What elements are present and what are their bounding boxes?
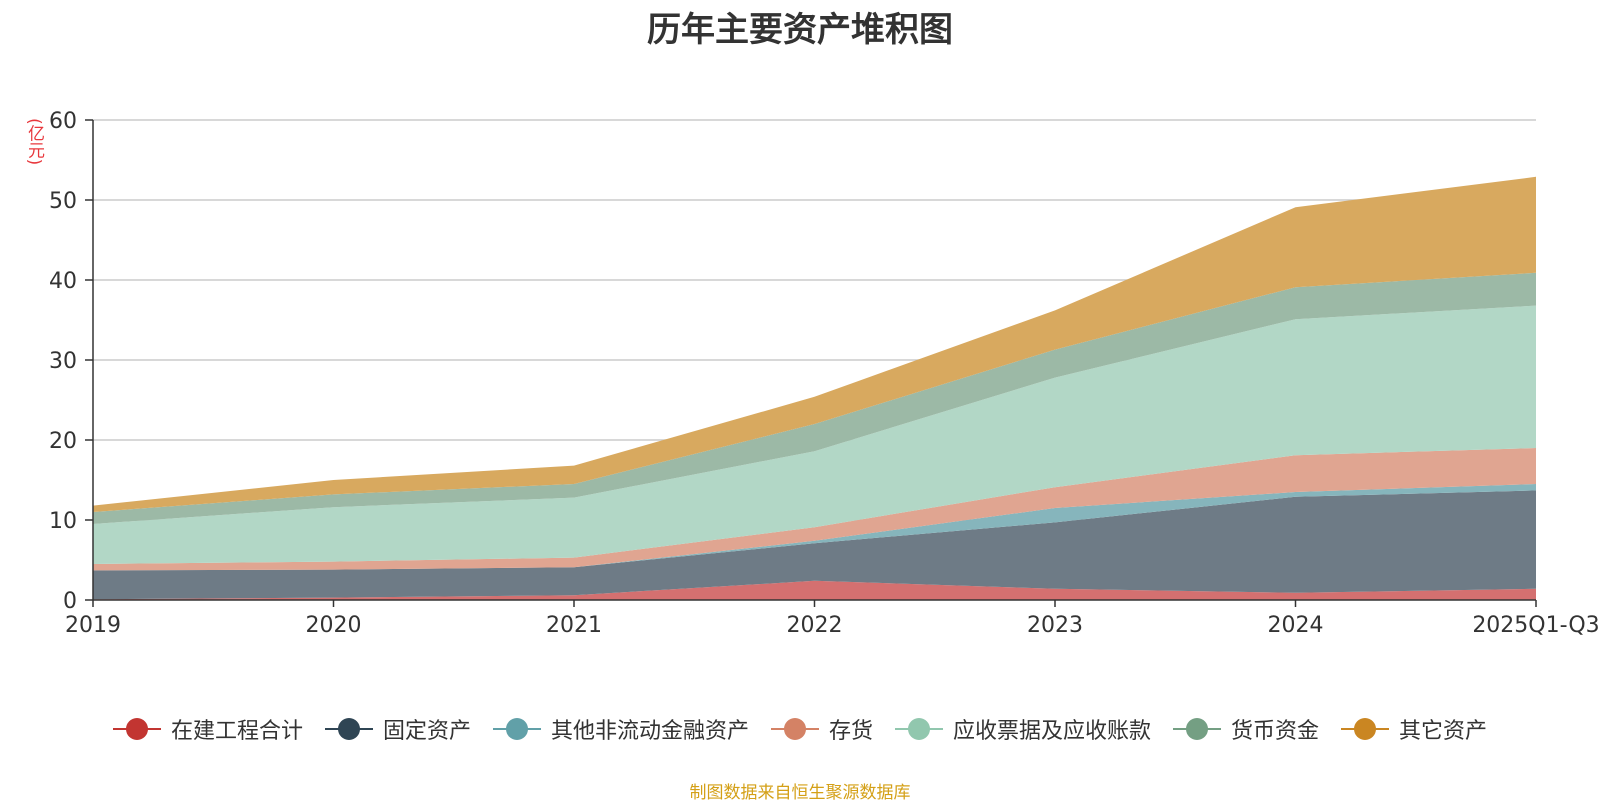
- x-tick-label: 2025Q1-Q3: [1472, 613, 1599, 638]
- legend-item-2[interactable]: 其他非流动金融资产: [492, 713, 749, 745]
- area-series-0: [93, 580, 1536, 600]
- area-series-1: [93, 490, 1536, 600]
- legend-label: 固定资产: [382, 719, 471, 744]
- legend-item-0[interactable]: 在建工程合计: [112, 713, 303, 745]
- data-source-note: 制图数据来自恒生聚源数据库: [689, 783, 911, 803]
- legend-item-5[interactable]: 货币资金: [1173, 713, 1319, 745]
- y-axis-unit: (亿元): [24, 118, 44, 166]
- legend-marker: [112, 718, 161, 740]
- area-series-5: [93, 272, 1536, 524]
- legend-item-3[interactable]: 存货: [770, 713, 873, 745]
- legend-marker: [492, 718, 541, 740]
- y-tick-label: 40: [49, 269, 77, 294]
- y-tick-label: 0: [63, 589, 77, 614]
- legend-marker: [1173, 718, 1222, 740]
- legend-item-1[interactable]: 固定资产: [324, 713, 471, 745]
- legend-marker: [324, 718, 373, 740]
- legend-item-4[interactable]: 应收票据及应收账款: [895, 713, 1151, 745]
- legend-marker: [895, 718, 943, 740]
- legend-label: 应收票据及应收账款: [953, 719, 1152, 744]
- y-tick-label: 20: [49, 429, 77, 454]
- legend-label: 在建工程合计: [170, 719, 303, 744]
- area-series-2: [93, 484, 1536, 571]
- x-tick-label: 2020: [306, 613, 362, 638]
- legend-item-6[interactable]: 其它资产: [1341, 713, 1487, 745]
- legend-label: 其他非流动金融资产: [550, 719, 749, 744]
- legend-marker: [1341, 718, 1390, 740]
- x-tick-label: 2023: [1027, 613, 1083, 638]
- legend-label: 货币资金: [1231, 719, 1320, 744]
- area-series-3: [93, 448, 1536, 571]
- y-tick-label: 60: [49, 109, 77, 134]
- x-tick-label: 2019: [65, 613, 121, 638]
- x-tick-label: 2024: [1268, 613, 1324, 638]
- legend-label: 存货: [828, 719, 873, 744]
- x-tick-label: 2022: [787, 613, 843, 638]
- chart-legend: 在建工程合计 固定资产 其他非流动金融资产 存货 应收票据及应收账款 货币资金 其它资产: [0, 713, 1600, 745]
- y-tick-label: 50: [49, 189, 77, 214]
- legend-marker: [770, 718, 819, 740]
- y-tick-label: 10: [49, 509, 77, 534]
- area-series-6: [93, 176, 1536, 513]
- chart-title: 历年主要资产堆积图: [647, 10, 953, 50]
- legend-label: 其它资产: [1399, 719, 1488, 744]
- y-tick-label: 30: [49, 349, 77, 374]
- area-series-4: [93, 305, 1536, 564]
- x-tick-label: 2021: [546, 613, 602, 638]
